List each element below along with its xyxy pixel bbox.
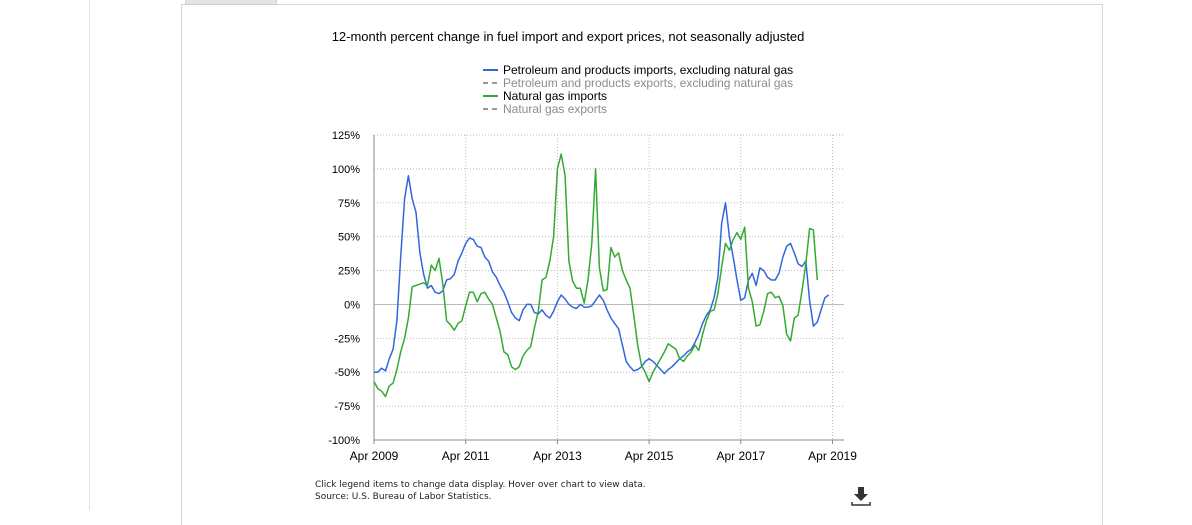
y-tick-label: -75% xyxy=(334,401,360,413)
line-chart[interactable]: 12-month percent change in fuel import a… xyxy=(0,0,1192,510)
chart-footnote: Click legend items to change data displa… xyxy=(315,479,646,503)
x-tick-label: Apr 2017 xyxy=(716,449,765,463)
y-tick-label: 125% xyxy=(332,130,360,142)
y-tick-label: -50% xyxy=(334,367,360,379)
y-tick-label: 0% xyxy=(344,299,360,311)
y-tick-label: -100% xyxy=(328,435,360,447)
y-tick-label: 75% xyxy=(338,198,360,210)
chart-card xyxy=(181,4,1103,525)
legend-item[interactable]: Natural gas imports xyxy=(503,89,607,103)
x-tick-label: Apr 2011 xyxy=(442,449,490,463)
page-left-rule xyxy=(89,0,90,510)
legend-item[interactable]: Petroleum and products exports, excludin… xyxy=(503,76,793,90)
footnote-source: Source: U.S. Bureau of Labor Statistics. xyxy=(315,492,492,502)
chart-legend: Petroleum and products imports, excludin… xyxy=(483,63,793,116)
tab-stub[interactable] xyxy=(185,0,277,5)
series-line xyxy=(373,153,819,398)
series-line xyxy=(374,174,830,375)
y-axis: 125% 100% 75% 50% 25% 0% -25% -50% -75% -100% xyxy=(328,130,375,447)
x-tick-label: Apr 2019 xyxy=(808,449,857,463)
legend-item[interactable]: Natural gas exports xyxy=(503,102,607,116)
download-icon[interactable] xyxy=(850,485,872,507)
footnote-instructions: Click legend items to change data displa… xyxy=(315,480,646,490)
x-axis: Apr 2009 Apr 2011 Apr 2013 Apr 2015 Apr 2017… xyxy=(350,439,857,463)
x-tick-label: Apr 2015 xyxy=(625,449,674,463)
chart-title: 12-month percent change in fuel import a… xyxy=(332,29,805,44)
y-tick-label: 50% xyxy=(338,232,360,244)
y-tick-label: -25% xyxy=(334,333,360,345)
legend-item[interactable]: Petroleum and products imports, excludin… xyxy=(503,63,793,77)
x-tick-label: Apr 2009 xyxy=(350,449,399,463)
y-tick-label: 25% xyxy=(338,266,360,278)
y-tick-label: 100% xyxy=(332,164,360,176)
chart-series xyxy=(373,153,830,398)
x-tick-label: Apr 2013 xyxy=(533,449,582,463)
